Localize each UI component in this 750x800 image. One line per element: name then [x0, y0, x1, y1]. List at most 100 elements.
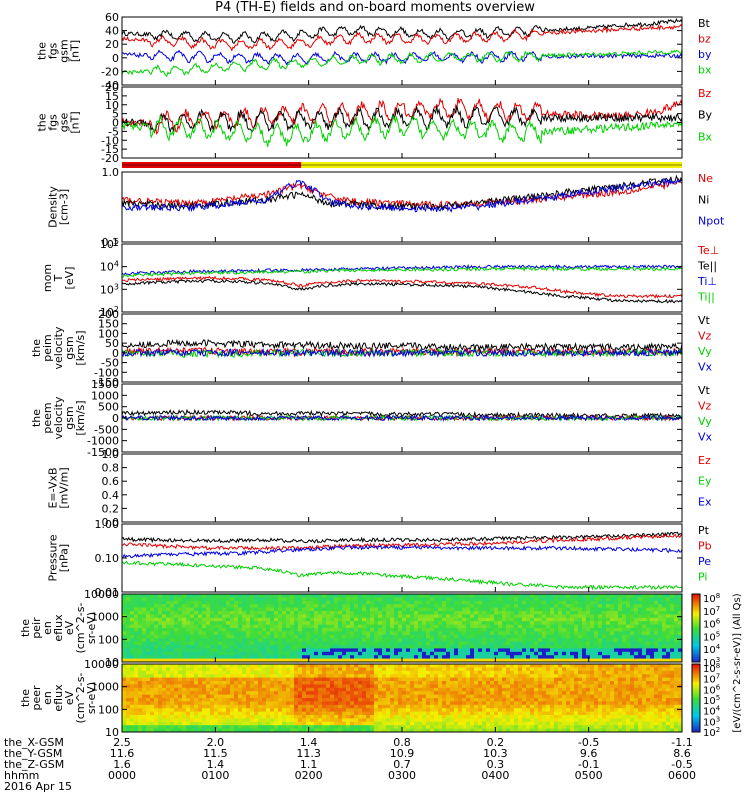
legend-Ex: Ex	[698, 495, 712, 508]
x-tick-label: 0300	[388, 769, 416, 782]
y-tick-label: 40	[105, 25, 119, 38]
y-tick-label: -20	[101, 65, 119, 78]
y-axis-label: peir	[30, 617, 43, 639]
x-row-label: the_X-GSM	[4, 736, 64, 749]
legend-Vz: Vz	[698, 330, 712, 343]
x-tick-label: 11.5	[203, 747, 228, 760]
colorbar-tick: 105	[703, 630, 720, 643]
legend-Ti||: Ti||	[697, 291, 715, 304]
y-axis-label: velocity	[52, 326, 65, 369]
series-temperature-Te||	[121, 278, 683, 304]
colorbar-tick: 104	[703, 705, 721, 718]
y-axis-label: the	[30, 409, 43, 427]
legend-Vx: Vx	[698, 361, 713, 374]
y-tick-label: 1000	[91, 681, 119, 694]
legend-Ti⊥: Ti⊥	[697, 275, 717, 288]
legend-Pt: Pt	[698, 524, 710, 537]
x-tick-label: -0.1	[577, 758, 600, 771]
y-tick-label: 0	[112, 347, 119, 360]
series-pressure-Pe	[121, 544, 683, 559]
y-tick-label: 0.6	[102, 475, 120, 488]
series-pressure-Pi	[121, 560, 683, 591]
legend-bx: bx	[698, 64, 712, 77]
x-tick-label: -0.5	[671, 758, 693, 771]
y-axis-label: eV	[63, 620, 76, 635]
y-axis-label: eflux	[52, 614, 65, 642]
series-peem-velocity-Vx	[121, 414, 683, 422]
x-tick-label: 1.1	[299, 758, 318, 771]
x-tick-label: 10.9	[389, 747, 415, 760]
legend-Vz: Vz	[698, 400, 712, 413]
y-axis-label: eflux	[52, 684, 65, 712]
y-tick-label: 0.8	[102, 462, 120, 475]
y-tick-label: 1.0	[102, 166, 120, 179]
x-tick-label: 8.6	[673, 747, 691, 760]
y-tick-label: 0.2	[102, 502, 120, 515]
y-tick-label: -15	[101, 143, 119, 156]
series-fgs-gse-By	[121, 105, 683, 134]
y-axis-label: (cm^2-s-	[74, 603, 87, 654]
panel-pressure	[121, 523, 683, 593]
legend-Te⊥: Te⊥	[697, 244, 719, 257]
y-axis-label: gse	[58, 113, 71, 133]
y-axis-label: en	[41, 691, 54, 705]
x-tick-label: 0600	[668, 769, 696, 782]
y-axis-label: the	[19, 619, 32, 637]
y-axis-label: [nPa]	[58, 544, 71, 572]
chart-title: P4 (TH-E) fields and on-board moments ov…	[215, 0, 535, 15]
colorbar-tick: 108	[703, 662, 720, 675]
y-tick-label: 0.1	[102, 236, 120, 249]
panel-e-field	[121, 453, 683, 523]
legend-Vt: Vt	[698, 314, 711, 327]
x-row-label: the_Z-GSM	[4, 758, 65, 771]
legend-bz: bz	[698, 33, 711, 46]
y-axis-label: gsm	[58, 39, 71, 62]
y-axis-label: peim	[41, 334, 54, 362]
y-tick-label: 10	[105, 99, 119, 112]
y-tick-label: 0.0	[102, 516, 120, 529]
x-tick-label: 10.3	[483, 747, 508, 760]
panel-fgs-gse	[121, 86, 683, 159]
colorbar-tick: 106	[703, 618, 721, 631]
x-tick-label: 0500	[574, 769, 603, 782]
legend-Pb: Pb	[698, 540, 712, 553]
y-axis-label: [cm-3]	[58, 189, 71, 225]
y-tick-label: 100	[98, 633, 119, 646]
legend-Ez: Ez	[698, 454, 711, 467]
y-axis-label: E=-VxB	[47, 467, 60, 508]
y-tick-label: 0.10	[95, 552, 120, 565]
y-tick-label: -5	[108, 125, 119, 138]
x-tick-label: 1.4	[299, 736, 318, 749]
x-tick-label: 0.3	[486, 758, 505, 771]
y-axis-label: peer	[30, 685, 43, 711]
x-tick-label: 9.6	[579, 747, 598, 760]
x-tick-label: 2.0	[206, 736, 225, 749]
x-tick-label: 11.6	[109, 747, 135, 760]
y-tick-label: -150	[94, 376, 119, 389]
y-tick-label: 1000	[91, 611, 119, 624]
colorbar-peir	[691, 593, 701, 663]
x-tick-label: -1.1	[671, 736, 693, 749]
y-tick-label: 0	[112, 412, 119, 425]
series-density-Npot	[121, 177, 683, 213]
colorbar-tick: 102	[703, 726, 720, 739]
colorbar-label: [eV/(cm^2-s-sr-eV)] (All Qs)	[732, 593, 743, 732]
legend-Pi: Pi	[698, 571, 707, 584]
panel-fgs-gsm	[121, 16, 683, 86]
panel-peir-en-eflux	[121, 593, 683, 663]
y-tick-label: 150	[98, 318, 119, 331]
x-tick-label: -0.5	[577, 736, 600, 749]
y-tick-label: 1.00	[95, 518, 120, 531]
panel-peem-velocity	[121, 383, 683, 453]
x-tick-label: 0000	[108, 769, 136, 782]
colorbar-tick: 108	[703, 592, 720, 605]
y-tick-label: -40	[101, 79, 119, 92]
legend-by: by	[698, 48, 712, 61]
legend-Te||: Te||	[697, 260, 717, 273]
series-pressure-Pt	[121, 531, 683, 544]
y-tick-label: 0.4	[102, 489, 120, 502]
y-axis-label: mom	[41, 264, 54, 292]
y-tick-label: -20	[101, 152, 119, 165]
y-axis-label: gsm	[63, 336, 76, 359]
y-axis-label: T	[52, 274, 65, 282]
